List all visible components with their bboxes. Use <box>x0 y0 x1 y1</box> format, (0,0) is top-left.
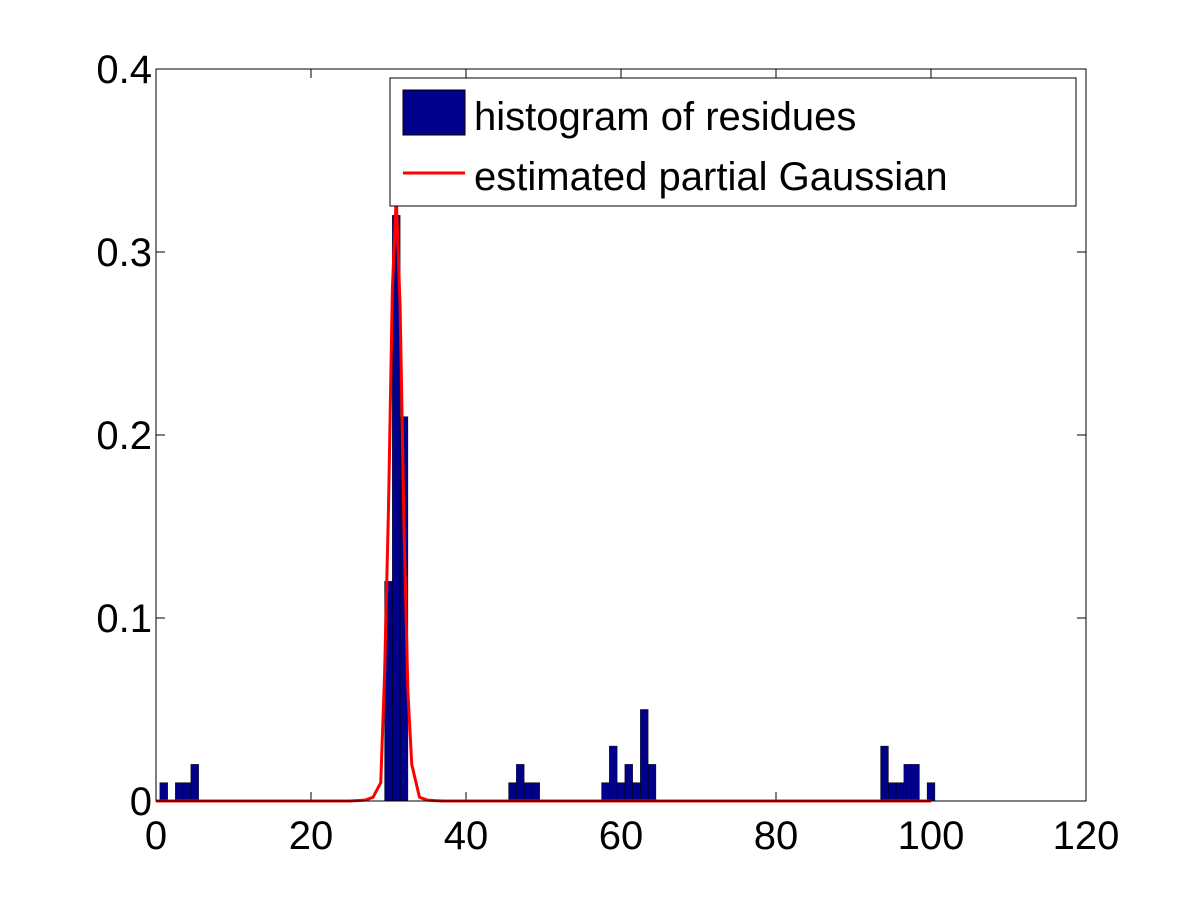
x-tick-label: 80 <box>754 814 799 858</box>
histogram-bar <box>647 764 657 802</box>
histogram-bar <box>175 782 184 802</box>
y-tick-label: 0.1 <box>96 597 152 641</box>
axes-frame <box>155 68 1087 802</box>
x-tick-label: 20 <box>289 814 334 858</box>
histogram-bar <box>523 782 533 802</box>
x-tick-label: 0 <box>145 814 167 858</box>
y-tick-label: 0 <box>130 780 152 824</box>
x-tick-label: 120 <box>1053 814 1120 858</box>
y-tick-label: 0.2 <box>96 414 152 458</box>
histogram-bar <box>888 782 897 802</box>
histogram-bar <box>601 782 610 802</box>
histogram-bar <box>880 745 889 802</box>
gaussian-curve <box>156 195 931 803</box>
histogram-bar <box>182 782 192 802</box>
histogram-bar <box>190 764 199 802</box>
legend: histogram of residues estimated partial … <box>389 77 1077 207</box>
histogram-bar <box>516 764 525 802</box>
histogram-bar <box>159 782 168 802</box>
histogram-bar <box>508 782 517 802</box>
histogram-bar <box>531 782 540 802</box>
x-tick-label: 40 <box>444 814 489 858</box>
histogram-bar <box>640 709 649 802</box>
x-tick-label: 100 <box>898 814 965 858</box>
histogram-bar <box>895 782 905 802</box>
legend-label-histogram: histogram of residues <box>474 95 856 139</box>
y-tick-label: 0.3 <box>96 231 152 275</box>
histogram-bar <box>609 745 618 802</box>
x-tick-label: 60 <box>599 814 644 858</box>
legend-bar-swatch <box>402 89 466 136</box>
y-tick-labels: 0 0.1 0.2 0.3 0.4 <box>96 48 152 824</box>
x-tick-labels: 0 20 40 60 80 100 120 <box>145 814 1120 858</box>
histogram-bar <box>616 782 626 802</box>
gaussian-line <box>156 195 931 803</box>
histogram-bar <box>926 782 936 802</box>
histogram-bar <box>632 782 641 802</box>
histogram-bar <box>903 764 912 802</box>
legend-label-gaussian: estimated partial Gaussian <box>474 155 948 199</box>
y-tick-label: 0.4 <box>96 48 152 92</box>
histogram-bar <box>624 764 633 802</box>
histogram-bars <box>159 215 936 802</box>
legend-box <box>389 77 1077 207</box>
histogram-bar <box>911 764 920 802</box>
